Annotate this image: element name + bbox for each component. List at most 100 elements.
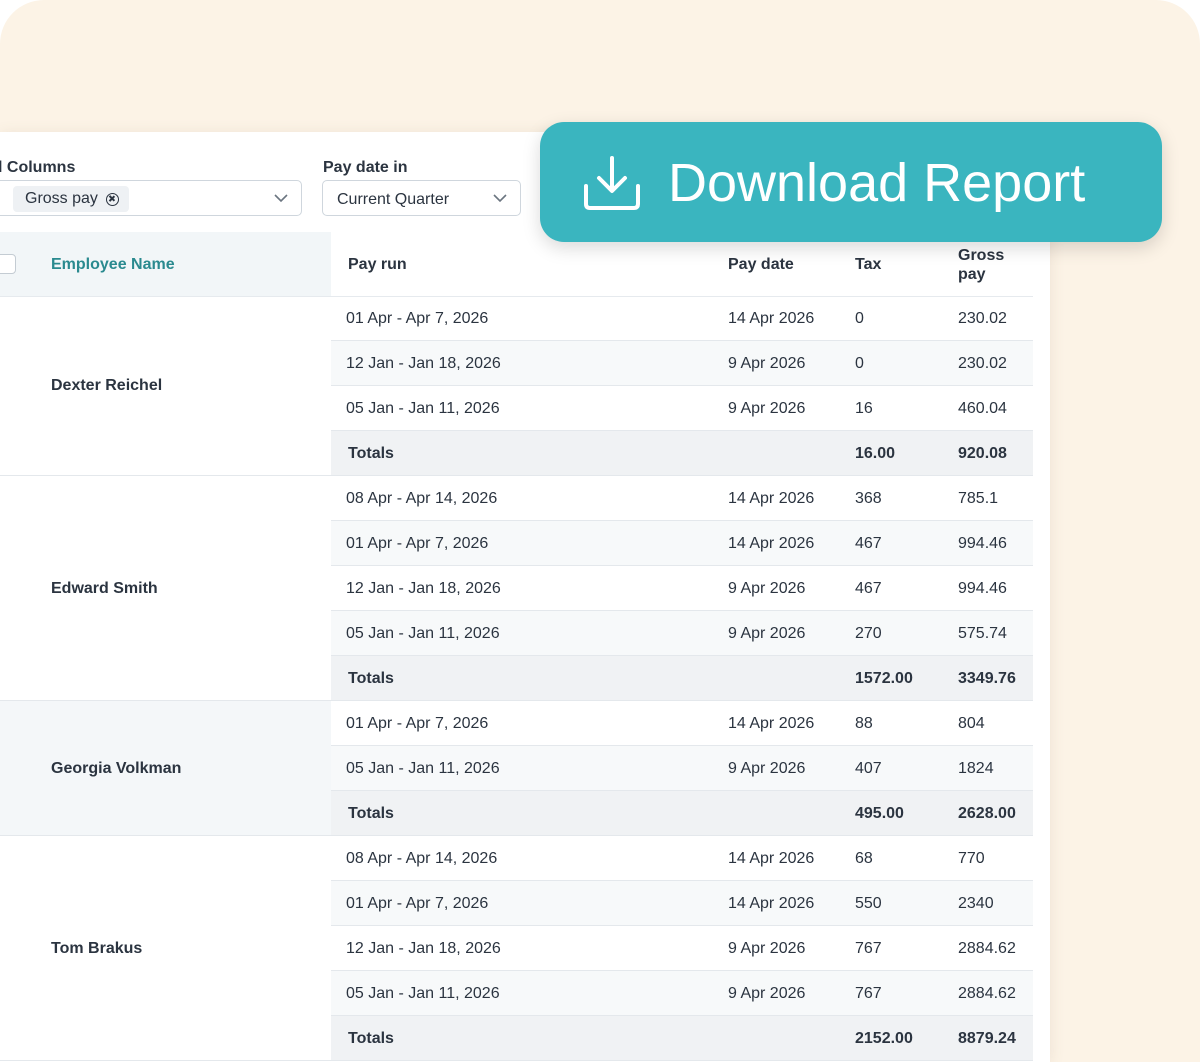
tax-total-cell: 2152.00	[855, 1030, 913, 1047]
gross-pay-header[interactable]: Gross pay	[958, 247, 1005, 283]
tax-cell: 68	[855, 850, 873, 867]
pay-run-cell: 01 Apr - Apr 7, 2026	[346, 715, 489, 732]
gross-pay-cell: 460.04	[958, 400, 1007, 417]
table-header: Employee Name Pay run Pay date Tax Gross…	[0, 232, 1033, 297]
table-row: 12 Jan - Jan 18, 2026 9 Apr 2026 467 994.46	[331, 566, 1033, 611]
tax-header[interactable]: Tax	[855, 256, 882, 273]
tax-cell: 16	[855, 400, 873, 417]
table-row: 01 Apr - Apr 7, 2026 14 Apr 2026 88 804	[331, 701, 1033, 746]
table-row: 01 Apr - Apr 7, 2026 14 Apr 2026 467 994.46	[331, 521, 1033, 566]
pay-date-cell: 9 Apr 2026	[728, 625, 806, 642]
tax-cell: 88	[855, 715, 873, 732]
totals-row: Totals 495.00 2628.00	[331, 791, 1033, 836]
tax-total-cell: 16.00	[855, 445, 896, 462]
table-row: 08 Apr - Apr 14, 2026 14 Apr 2026 368 785.1	[331, 476, 1033, 521]
chevron-down-icon	[493, 194, 507, 203]
tax-cell: 368	[855, 490, 882, 507]
gross-pay-cell: 1824	[958, 760, 994, 777]
column-chip-gross-pay[interactable]: Gross pay	[13, 186, 129, 212]
table-row: 08 Apr - Apr 14, 2026 14 Apr 2026 68 770	[331, 836, 1033, 881]
tax-cell: 0	[855, 310, 864, 327]
pay-run-cell: 01 Apr - Apr 7, 2026	[346, 310, 489, 327]
download-icon	[584, 156, 640, 210]
table-row: 05 Jan - Jan 11, 2026 9 Apr 2026 16 460.04	[331, 386, 1033, 431]
pay-date-cell: 9 Apr 2026	[728, 580, 806, 597]
remove-chip-icon[interactable]	[105, 192, 119, 206]
employee-name[interactable]: Dexter Reichel	[51, 377, 163, 394]
pay-date-cell: 14 Apr 2026	[728, 490, 815, 507]
download-report-button[interactable]: Download Report	[540, 122, 1162, 242]
gross-pay-cell: 230.02	[958, 355, 1007, 372]
pay-run-cell: 01 Apr - Apr 7, 2026	[346, 895, 489, 912]
totals-row: Totals 2152.00 8879.24	[331, 1016, 1033, 1061]
chevron-down-icon	[274, 194, 288, 203]
employee-group-cell: Tom Brakus	[0, 836, 331, 1061]
select-all-checkbox[interactable]	[0, 254, 16, 274]
report-card: l Columns Gross pay Pay date in Current …	[0, 132, 1050, 1062]
chip-label: Gross pay	[25, 190, 98, 207]
gross-pay-cell: 770	[958, 850, 985, 867]
pay-date-cell: 14 Apr 2026	[728, 310, 815, 327]
employee-name[interactable]: Georgia Volkman	[51, 759, 182, 777]
table-row: 05 Jan - Jan 11, 2026 9 Apr 2026 767 2884.6…	[331, 971, 1033, 1016]
paydate-filter-label: Pay date in	[323, 159, 408, 176]
table-row: 12 Jan - Jan 18, 2026 9 Apr 2026 0 230.02	[331, 341, 1033, 386]
gross-pay-cell: 994.46	[958, 535, 1007, 552]
pay-run-cell: 08 Apr - Apr 14, 2026	[346, 490, 498, 507]
pay-date-cell: 9 Apr 2026	[728, 985, 806, 1002]
pay-run-cell: 08 Apr - Apr 14, 2026	[346, 850, 498, 867]
employee-name-header[interactable]: Employee Name	[51, 256, 175, 273]
employee-name[interactable]: Edward Smith	[51, 579, 158, 597]
totals-label: Totals	[348, 445, 394, 462]
gross-pay-total-cell: 920.08	[958, 445, 1007, 462]
pay-run-header[interactable]: Pay run	[348, 256, 407, 273]
download-report-label: Download Report	[668, 153, 1086, 213]
columns-select[interactable]: Gross pay	[0, 180, 302, 216]
employee-group-cell: Georgia Volkman	[0, 701, 331, 836]
gross-pay-cell: 804	[958, 715, 985, 732]
tax-cell: 270	[855, 625, 882, 642]
pay-date-cell: 14 Apr 2026	[728, 715, 815, 732]
pay-date-cell: 9 Apr 2026	[728, 760, 806, 777]
totals-label: Totals	[348, 1030, 394, 1047]
tax-total-cell: 1572.00	[855, 670, 913, 687]
tax-cell: 767	[855, 985, 882, 1002]
gross-pay-cell: 2884.62	[958, 985, 1016, 1002]
table-row: 12 Jan - Jan 18, 2026 9 Apr 2026 767 2884.6…	[331, 926, 1033, 971]
tax-cell: 0	[855, 355, 864, 372]
pay-date-cell: 14 Apr 2026	[728, 535, 815, 552]
pay-run-cell: 05 Jan - Jan 11, 2026	[346, 985, 500, 1002]
pay-run-cell: 12 Jan - Jan 18, 2026	[346, 580, 501, 597]
table-row: 05 Jan - Jan 11, 2026 9 Apr 2026 270 575.74	[331, 611, 1033, 656]
pay-run-cell: 05 Jan - Jan 11, 2026	[346, 760, 500, 777]
gross-pay-total-cell: 3349.76	[958, 670, 1016, 687]
pay-date-cell: 14 Apr 2026	[728, 895, 815, 912]
gross-pay-cell: 994.46	[958, 580, 1007, 597]
totals-row: Totals 1572.00 3349.76	[331, 656, 1033, 701]
pay-date-header[interactable]: Pay date	[728, 256, 794, 273]
pay-date-cell: 9 Apr 2026	[728, 940, 806, 957]
tax-cell: 767	[855, 940, 882, 957]
tax-total-cell: 495.00	[855, 805, 904, 822]
employee-group-cell: Edward Smith	[0, 476, 331, 701]
pay-date-cell: 9 Apr 2026	[728, 400, 806, 417]
pay-run-cell: 05 Jan - Jan 11, 2026	[346, 625, 500, 642]
gross-pay-cell: 785.1	[958, 490, 999, 507]
pay-run-cell: 05 Jan - Jan 11, 2026	[346, 400, 500, 417]
table-row: 05 Jan - Jan 11, 2026 9 Apr 2026 407 1824	[331, 746, 1033, 791]
gross-pay-cell: 2340	[958, 895, 994, 912]
tax-cell: 550	[855, 895, 882, 912]
gross-pay-total-cell: 8879.24	[958, 1030, 1016, 1047]
tax-cell: 467	[855, 535, 882, 552]
gross-pay-cell: 2884.62	[958, 940, 1016, 957]
totals-label: Totals	[348, 670, 394, 687]
pay-run-cell: 12 Jan - Jan 18, 2026	[346, 940, 501, 957]
pay-run-cell: 12 Jan - Jan 18, 2026	[346, 355, 501, 372]
columns-filter-label: l Columns	[0, 159, 76, 176]
pay-date-cell: 14 Apr 2026	[728, 850, 815, 867]
employee-group-cell: Dexter Reichel	[0, 296, 331, 476]
totals-label: Totals	[348, 805, 394, 822]
paydate-select[interactable]: Current Quarter	[322, 180, 521, 216]
employee-name[interactable]: Tom Brakus	[51, 939, 143, 957]
totals-row: Totals 16.00 920.08	[331, 431, 1033, 476]
